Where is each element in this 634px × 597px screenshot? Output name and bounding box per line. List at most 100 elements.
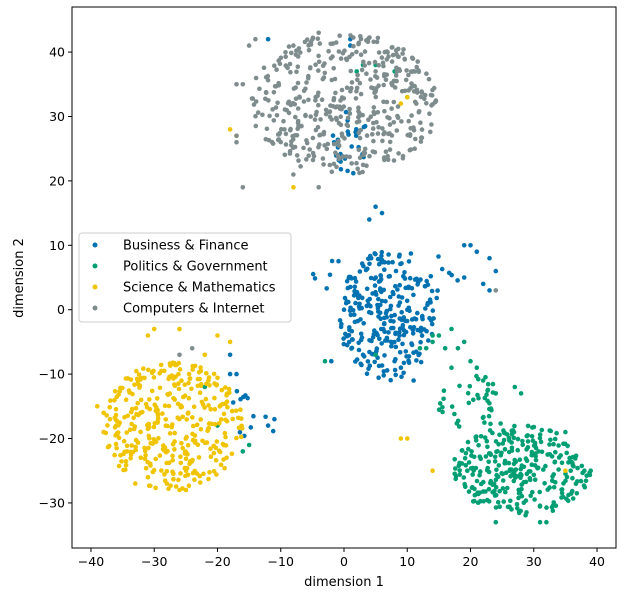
data-point [365,298,371,304]
data-point [167,391,173,396]
data-point [367,253,373,259]
data-point [378,316,384,322]
data-point [172,383,178,389]
data-point [529,462,535,468]
data-point [312,276,318,281]
data-point [435,288,440,293]
data-point [362,63,368,68]
data-point [182,465,188,471]
data-point [353,96,359,101]
data-point [453,476,459,482]
data-point [455,418,461,424]
data-point [185,442,191,448]
data-point [155,407,160,413]
data-point [307,65,313,71]
data-point [552,459,558,465]
data-point [480,489,486,494]
data-point [204,371,209,376]
data-point [547,485,552,490]
data-point [353,300,358,306]
legend-marker [92,284,98,290]
data-point [392,358,397,364]
data-point [410,327,416,333]
data-point [212,395,217,401]
data-point [512,384,518,390]
data-point [157,453,163,458]
data-point [306,97,311,103]
y-tick-label: 0 [57,302,65,317]
data-point [382,267,387,273]
data-point [190,415,195,420]
data-point [399,295,405,300]
data-point [183,456,189,462]
data-point [401,370,406,376]
data-point [335,153,341,158]
data-point [155,419,160,424]
data-point [123,459,129,464]
data-point [377,286,383,291]
x-tick-label: 10 [399,554,415,569]
data-point [206,426,211,432]
data-point [357,135,363,141]
data-point [316,59,322,65]
data-point [303,113,308,119]
data-point [480,281,486,287]
data-point [206,403,211,408]
data-point [503,470,509,476]
data-point [143,453,148,458]
data-point [511,435,517,441]
data-point [485,398,490,404]
data-point [539,427,545,433]
data-point [582,468,587,474]
data-point [176,371,181,377]
legend-box [78,232,292,323]
data-point [468,243,473,248]
data-point [414,276,419,282]
data-point [466,400,472,406]
data-point [457,472,463,477]
data-point [436,407,442,413]
data-point [545,452,550,457]
data-point [537,504,543,509]
data-point [290,145,296,150]
data-point [159,368,164,374]
data-point [310,36,315,42]
data-point [381,82,387,88]
data-point [358,36,364,42]
data-point [114,445,119,451]
data-point [123,397,129,403]
data-point [389,106,394,111]
data-point [401,328,407,333]
data-point [439,266,445,272]
data-point [387,147,393,152]
data-point [251,413,256,419]
data-point [360,112,366,118]
data-point [294,48,299,53]
data-point [359,67,365,73]
data-point [513,475,518,480]
data-point [423,283,428,289]
data-point [345,115,351,121]
data-point [349,345,355,351]
data-point [261,65,267,71]
data-point [142,456,148,462]
data-point [344,334,350,339]
data-point [292,102,298,107]
data-point [327,109,332,115]
data-point [282,107,288,112]
data-point [143,401,149,407]
data-point [330,41,336,46]
data-point [141,366,146,371]
data-point [574,491,580,496]
data-point [459,448,465,453]
data-point [151,424,157,430]
data-point [329,358,334,364]
data-point [266,98,271,103]
data-point [253,36,258,42]
data-point [379,250,385,255]
data-point [224,455,229,461]
data-point [433,98,439,103]
data-point [291,185,296,190]
x-tick-label: 30 [526,554,542,569]
data-point [165,448,170,454]
